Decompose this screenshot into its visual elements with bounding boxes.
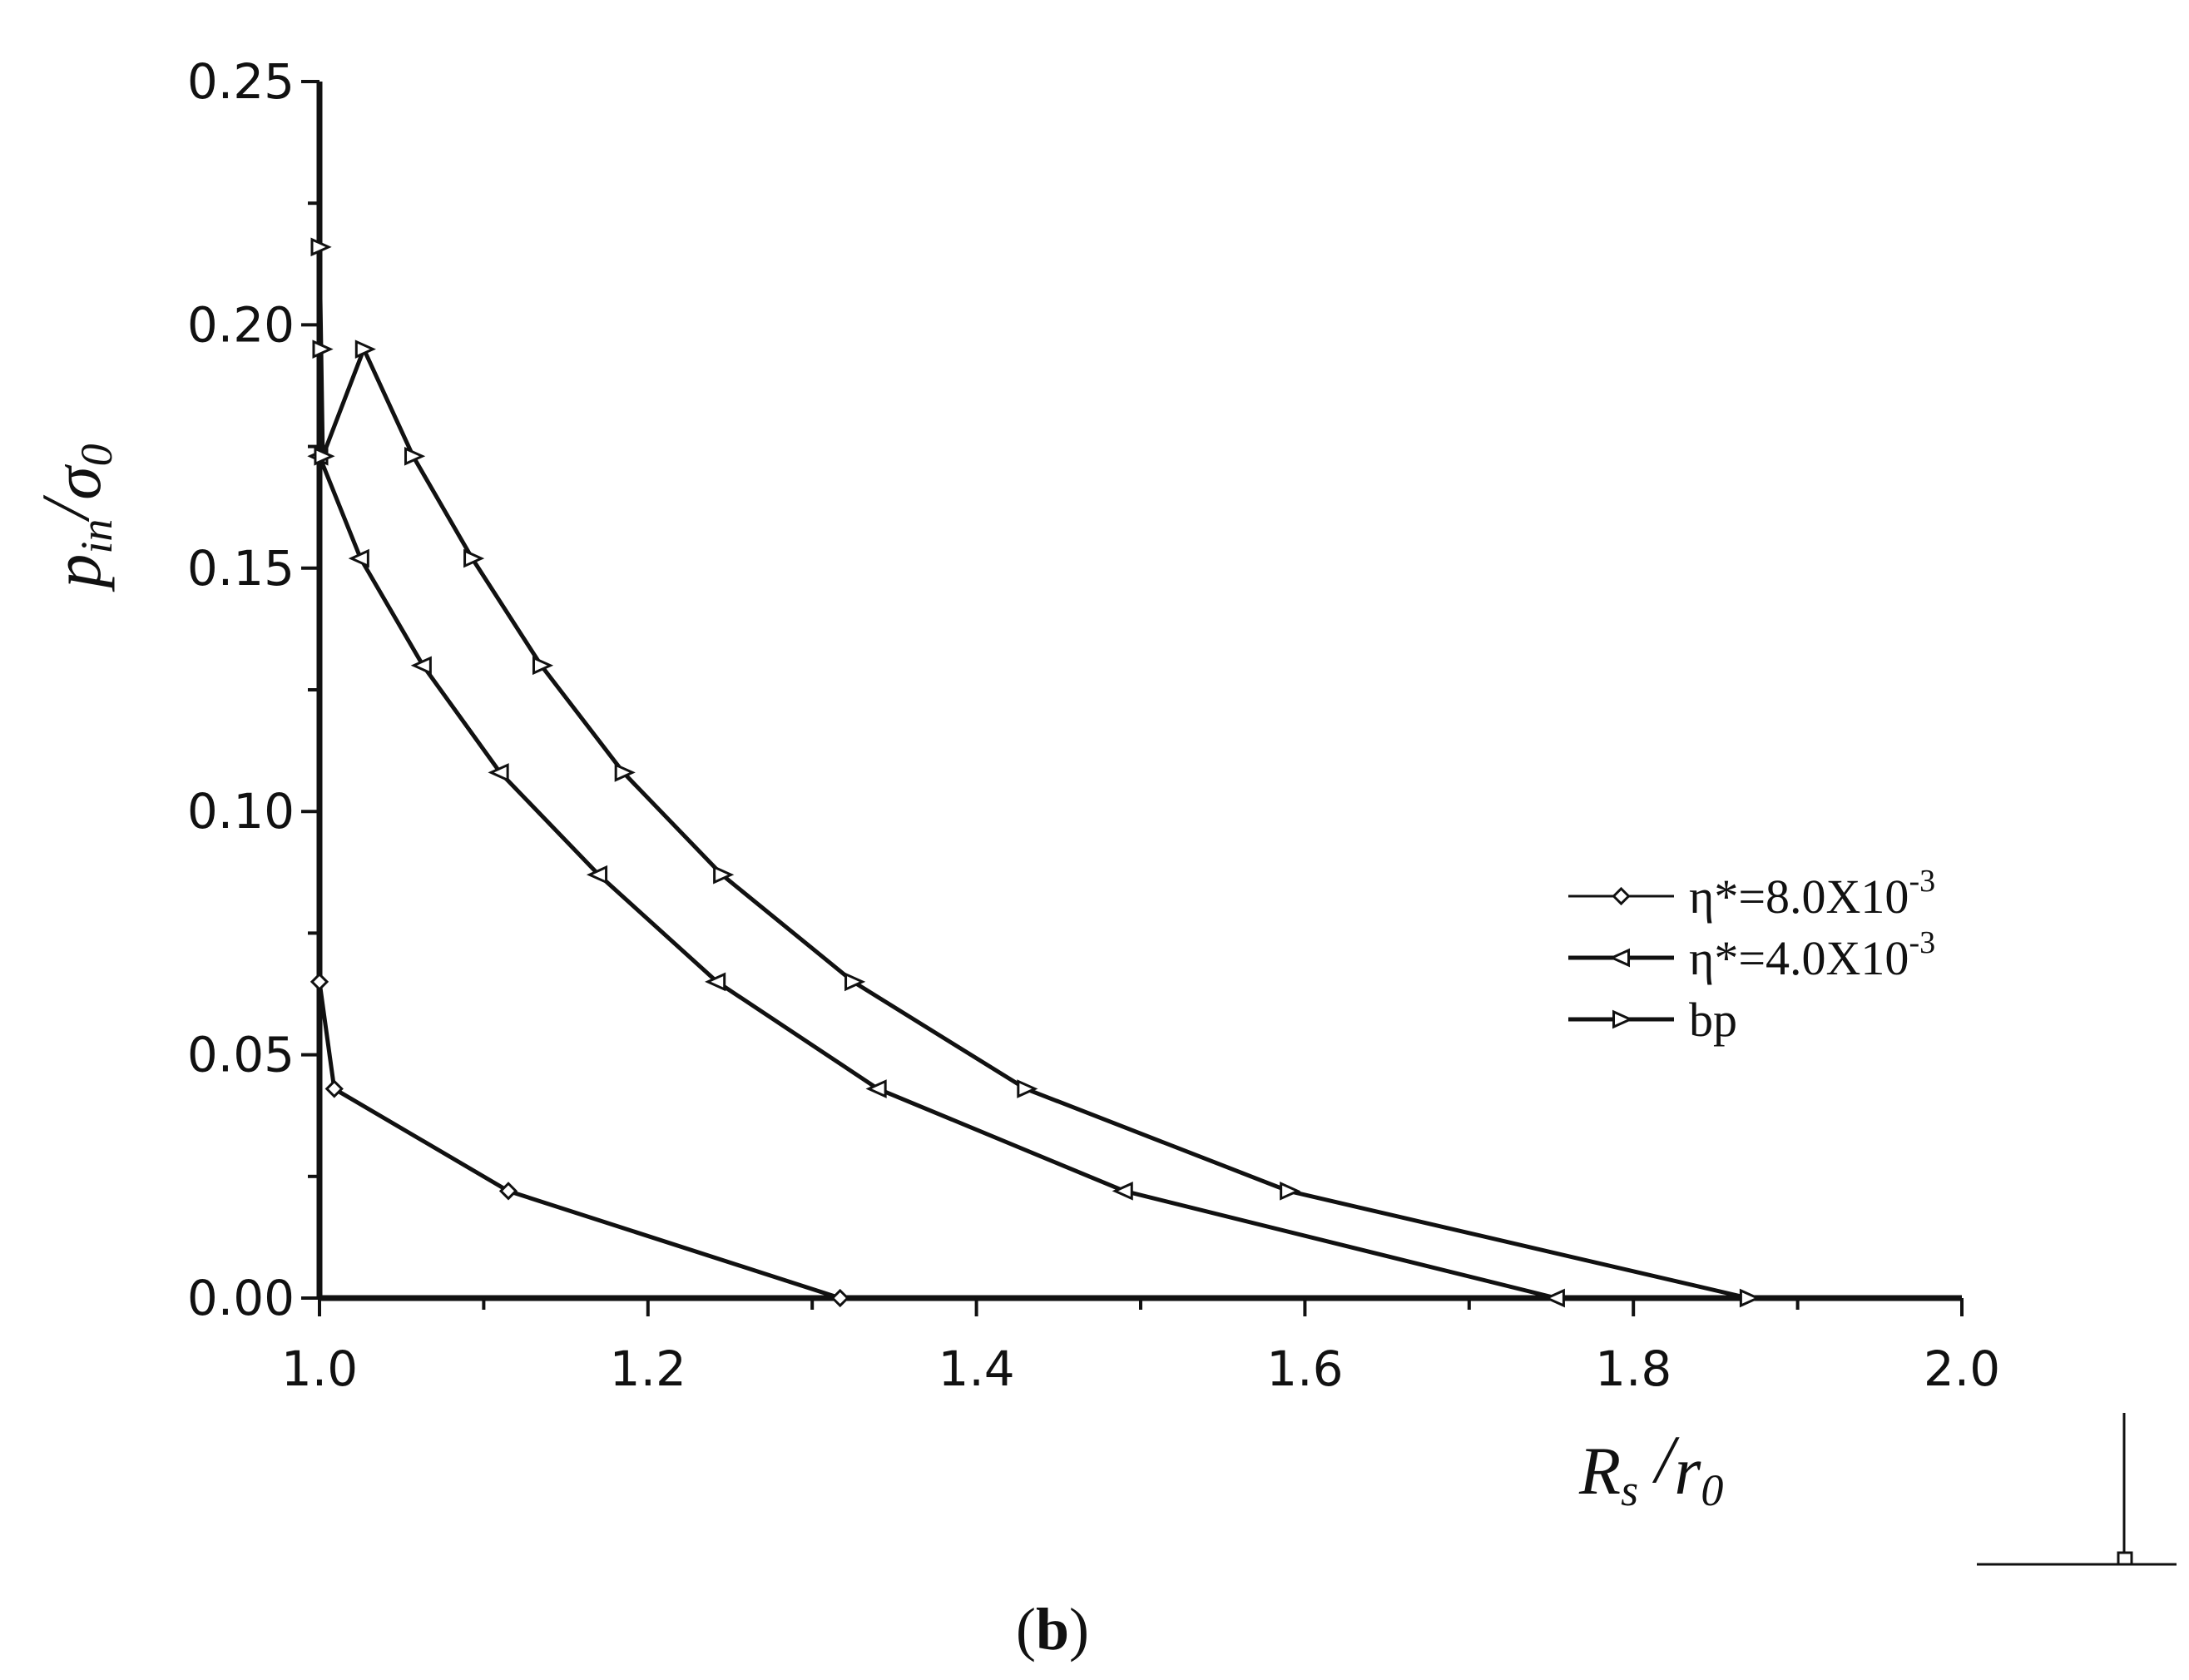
legend-label-exponent: -3 bbox=[1909, 925, 1935, 960]
data-point-marker bbox=[1612, 886, 1631, 906]
data-point-marker bbox=[312, 339, 334, 359]
legend-label-exponent: -3 bbox=[1909, 864, 1935, 899]
series-1 bbox=[310, 972, 849, 1308]
data-point-marker bbox=[498, 1182, 518, 1201]
axis-title-part: s bbox=[1621, 1465, 1638, 1515]
data-point-marker bbox=[713, 865, 735, 885]
data-point-marker bbox=[463, 548, 485, 568]
x-tick-label: 2.0 bbox=[1924, 1341, 2000, 1397]
caption-paren: ( bbox=[1016, 1596, 1036, 1663]
data-point-marker bbox=[310, 972, 329, 992]
axis-title-part: r bbox=[1674, 1433, 1701, 1509]
data-point-marker bbox=[404, 446, 426, 466]
data-point-marker bbox=[354, 339, 376, 359]
y-tick-label: 0.05 bbox=[187, 1027, 295, 1083]
series-3 bbox=[310, 237, 1761, 1308]
x-tick-label: 1.4 bbox=[938, 1341, 1014, 1397]
axis-title-part: p bbox=[39, 554, 115, 592]
data-point-marker bbox=[532, 656, 554, 676]
legend: η*=8.0X10-3η*=4.0X10-3 bp bbox=[1568, 864, 1935, 1047]
legend-label: bp bbox=[1689, 993, 1737, 1047]
x-tick-label: 1.0 bbox=[281, 1341, 358, 1397]
data-point-marker bbox=[1612, 1009, 1634, 1029]
caption-letter: b bbox=[1036, 1596, 1069, 1663]
caption-paren: ) bbox=[1069, 1596, 1089, 1663]
x-tick-label: 1.2 bbox=[610, 1341, 686, 1397]
corner-mark-box bbox=[2117, 1551, 2133, 1566]
y-tick-label: 0.00 bbox=[187, 1270, 295, 1326]
data-point-marker bbox=[1543, 1288, 1565, 1308]
data-point-marker bbox=[830, 1288, 849, 1308]
y-tick-label: 0.20 bbox=[187, 296, 295, 353]
ticks: 1.0 1.2 1.4 1.6 1.8 2.0 0.00 0.05 0.10 0.15 0.20 0.… bbox=[187, 53, 2000, 1397]
data-point-marker bbox=[1608, 948, 1630, 968]
axis-title-part: R bbox=[1578, 1433, 1621, 1509]
data-point-marker bbox=[1112, 1182, 1133, 1201]
axis-title-part: σ bbox=[39, 463, 115, 500]
data-point-marker bbox=[324, 1079, 344, 1098]
axis-title-part: / bbox=[1638, 1421, 1681, 1497]
y-tick-label: 0.25 bbox=[187, 53, 295, 110]
x-tick-label: 1.8 bbox=[1595, 1341, 1671, 1397]
data-point-marker bbox=[410, 656, 432, 676]
data-point-marker bbox=[1280, 1182, 1301, 1201]
data-point-marker bbox=[488, 763, 509, 782]
y-tick-label: 0.10 bbox=[187, 783, 295, 840]
y-axis-title: pin/σ0 bbox=[27, 444, 121, 592]
series-group bbox=[307, 237, 1761, 1308]
data-point-marker bbox=[314, 446, 335, 466]
x-tick-label: 1.6 bbox=[1266, 1341, 1343, 1397]
data-point-marker bbox=[348, 548, 369, 568]
y-tick-label: 0.15 bbox=[187, 540, 295, 597]
data-point-marker bbox=[614, 763, 636, 782]
data-point-marker bbox=[586, 865, 608, 885]
data-point-marker bbox=[310, 237, 332, 257]
legend-label: η*=8.0X10-3 bbox=[1689, 864, 1935, 924]
data-point-marker bbox=[1739, 1288, 1761, 1308]
figure-caption: (b) bbox=[1016, 1596, 1089, 1663]
data-point-marker bbox=[865, 1079, 887, 1098]
axis-title-part: 0 bbox=[72, 444, 121, 466]
x-axis-title: Rs /r0 bbox=[1578, 1421, 1723, 1515]
axis-title-part: 0 bbox=[1701, 1465, 1723, 1515]
data-point-marker bbox=[1017, 1079, 1038, 1098]
data-point-marker bbox=[705, 972, 726, 992]
data-point-marker bbox=[844, 972, 866, 992]
axis-title-part: in bbox=[72, 519, 121, 554]
series-line bbox=[317, 981, 841, 1301]
legend-label: η*=4.0X10-3 bbox=[1689, 925, 1935, 985]
